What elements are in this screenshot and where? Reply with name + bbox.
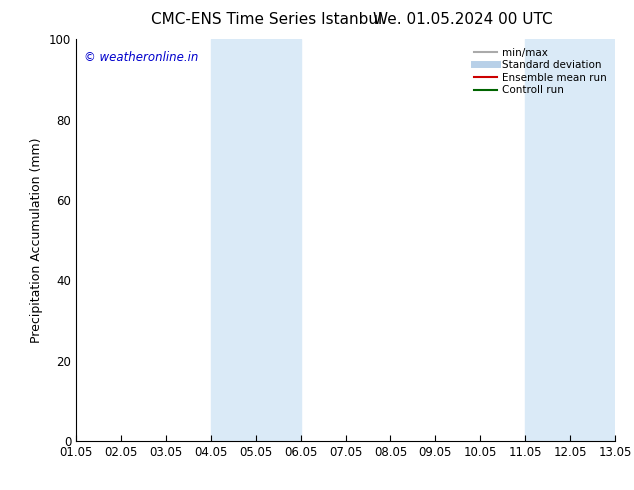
Text: We. 01.05.2024 00 UTC: We. 01.05.2024 00 UTC [373, 12, 553, 27]
Bar [210, 39, 301, 441]
Bar [525, 39, 615, 441]
Legend: min/max, Standard deviation, Ensemble mean run, Controll run: min/max, Standard deviation, Ensemble me… [470, 45, 610, 98]
Text: CMC-ENS Time Series Istanbul: CMC-ENS Time Series Istanbul [151, 12, 382, 27]
Text: © weatheronline.in: © weatheronline.in [84, 51, 198, 64]
Y-axis label: Precipitation Accumulation (mm): Precipitation Accumulation (mm) [30, 137, 43, 343]
